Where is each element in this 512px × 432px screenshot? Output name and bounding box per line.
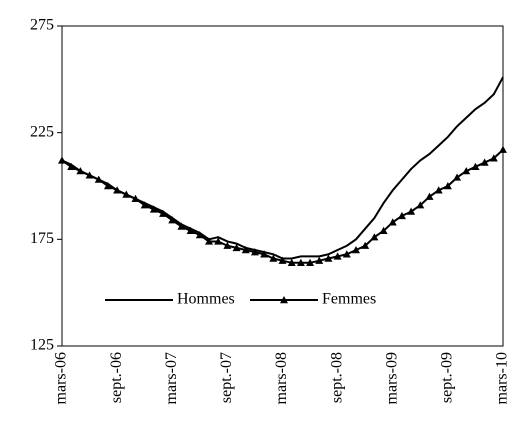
- y-tick-label: 225: [30, 123, 54, 140]
- point-marker: [159, 209, 168, 217]
- point-marker: [361, 241, 370, 249]
- legend-label: Femmes: [322, 291, 376, 308]
- point-marker: [287, 258, 296, 266]
- point-marker: [324, 254, 333, 262]
- point-marker: [333, 252, 342, 260]
- point-marker: [149, 205, 158, 213]
- point-marker: [443, 182, 452, 190]
- point-marker: [471, 162, 480, 170]
- point-marker: [205, 237, 213, 245]
- series-line: [61, 149, 504, 264]
- point-marker: [434, 186, 443, 194]
- point-marker: [260, 250, 269, 258]
- point-marker: [76, 167, 85, 175]
- point-marker: [269, 254, 278, 262]
- x-tick-label: sept.-09: [439, 352, 456, 403]
- point-marker: [462, 167, 471, 175]
- series-line: [61, 76, 504, 260]
- point-marker: [315, 256, 324, 264]
- point-marker: [388, 218, 397, 226]
- y-tick-label: 275: [30, 17, 54, 34]
- point-marker: [489, 154, 498, 162]
- point-marker: [131, 194, 140, 202]
- x-tick-label: sept.-08: [328, 352, 345, 403]
- point-marker: [241, 246, 250, 254]
- point-marker: [223, 241, 232, 249]
- x-tick-label: mars-06: [53, 352, 70, 404]
- point-marker: [352, 246, 360, 254]
- point-marker: [342, 250, 351, 258]
- point-marker: [296, 258, 305, 266]
- point-marker: [278, 256, 287, 264]
- point-marker: [177, 222, 186, 230]
- point-marker: [113, 186, 122, 194]
- point-marker: [232, 243, 241, 252]
- point-marker: [480, 158, 489, 166]
- legend-label: Hommes: [177, 291, 235, 308]
- point-marker: [397, 211, 406, 220]
- point-marker: [499, 145, 507, 153]
- point-marker: [186, 226, 195, 234]
- point-marker: [416, 201, 425, 209]
- point-marker: [67, 162, 76, 170]
- point-marker: [94, 175, 103, 183]
- point-marker: [103, 182, 112, 190]
- point-marker: [140, 201, 149, 209]
- x-tick-label: mars-08: [273, 352, 290, 404]
- x-tick-label: mars-10: [494, 352, 511, 404]
- point-marker: [453, 173, 462, 181]
- point-marker: [370, 233, 379, 241]
- point-marker: [379, 226, 388, 234]
- point-marker: [58, 156, 66, 164]
- x-tick-label: sept.-06: [108, 352, 125, 403]
- point-marker: [195, 231, 204, 239]
- legend-marker: [280, 296, 288, 304]
- plot-area: [61, 25, 504, 347]
- point-marker: [306, 258, 315, 266]
- point-marker: [214, 237, 223, 245]
- y-tick-label: 125: [30, 337, 54, 354]
- x-tick-label: sept.-07: [218, 352, 235, 403]
- x-tick-label: mars-09: [383, 352, 400, 404]
- point-marker: [425, 192, 434, 200]
- point-marker: [407, 207, 416, 215]
- point-marker: [85, 171, 94, 179]
- point-marker: [250, 248, 259, 256]
- x-tick-label: mars-07: [163, 352, 180, 404]
- point-marker: [122, 190, 131, 198]
- point-marker: [168, 216, 177, 224]
- y-tick-label: 175: [30, 230, 54, 247]
